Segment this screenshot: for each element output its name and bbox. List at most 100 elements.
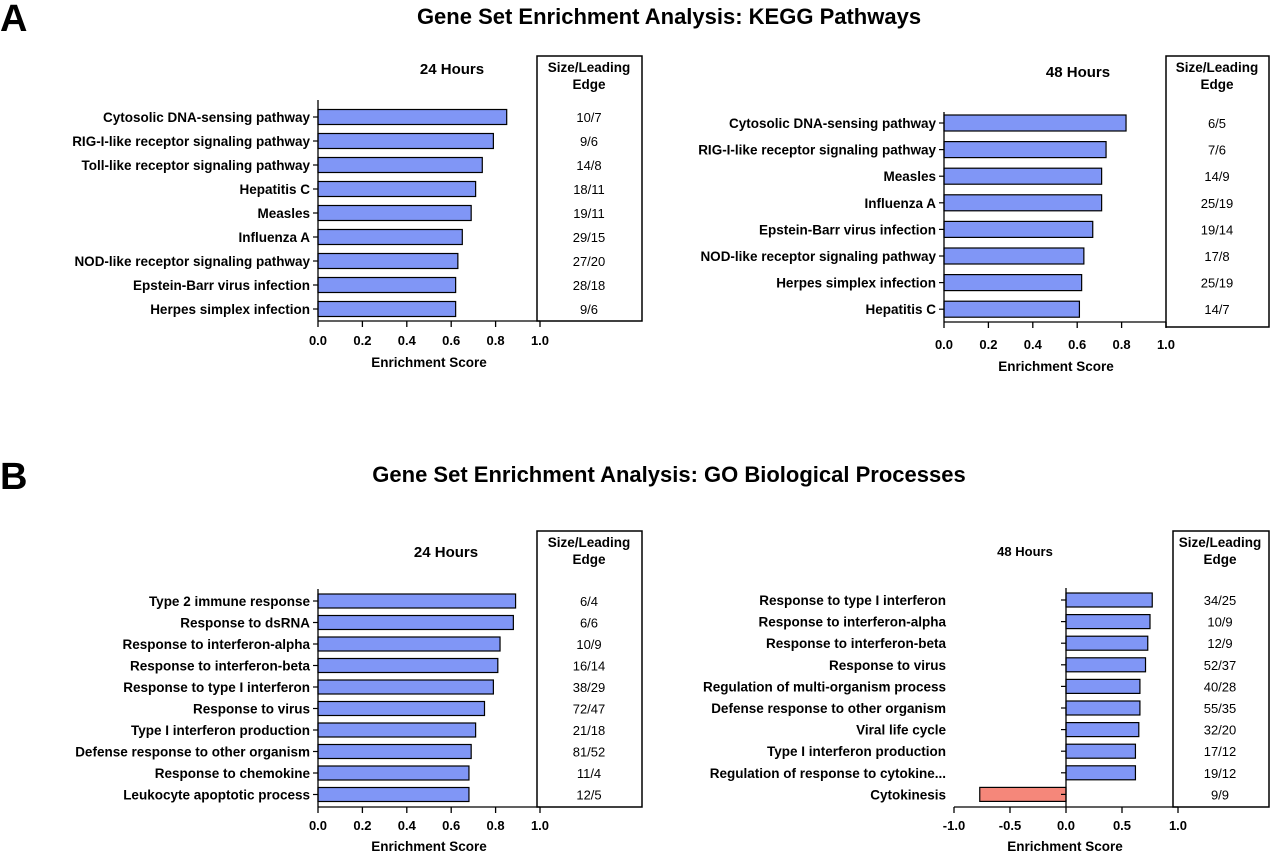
x-tick-label: 0.6 — [442, 818, 460, 833]
leading-edge-value: 21/18 — [573, 723, 606, 738]
category-label: Response to type I interferon — [123, 680, 310, 695]
x-tick-label: 0.0 — [309, 333, 327, 348]
bar — [317, 636, 501, 652]
bar — [317, 743, 472, 760]
leading-edge-value: 6/6 — [580, 616, 598, 631]
bar — [317, 614, 514, 631]
chart-panel-0: A Gene Set Enrichment Analysis: KEGG Path… — [0, 0, 921, 370]
category-label: Influenza A — [864, 196, 936, 211]
category-label: NOD-like receptor signaling pathway — [74, 254, 310, 269]
leading-edge-value: 10/9 — [1207, 615, 1232, 630]
x-tick-label: -0.5 — [999, 818, 1021, 833]
bar — [1065, 635, 1149, 651]
x-tick-label: 0.4 — [1024, 337, 1043, 352]
x-tick-label: 0.8 — [487, 818, 505, 833]
category-label: Type I interferon production — [767, 744, 946, 759]
leading-edge-value: 32/20 — [1204, 723, 1237, 738]
category-label: Type I interferon production — [131, 723, 310, 738]
leading-edge-value: 17/12 — [1204, 744, 1237, 759]
leading-edge-value: 17/8 — [1204, 249, 1229, 264]
chart-subtitle: 48 Hours — [997, 544, 1053, 559]
category-label: Response to interferon-beta — [766, 636, 947, 651]
chart-title: Gene Set Enrichment Analysis: GO Biologi… — [372, 462, 965, 487]
x-axis-label: Enrichment Score — [998, 359, 1114, 374]
bar — [317, 204, 472, 222]
leading-edge-box — [536, 530, 643, 808]
category-label: Measles — [257, 206, 310, 221]
category-label: Response to interferon-alpha — [758, 615, 946, 630]
bar — [317, 786, 470, 803]
leading-edge-value: 9/9 — [1211, 787, 1229, 802]
category-label: Leukocyte apoptotic process — [123, 788, 310, 803]
chart-title: Gene Set Enrichment Analysis: KEGG Pathw… — [417, 4, 921, 29]
category-label: Response to virus — [193, 702, 310, 717]
bar — [317, 180, 477, 198]
category-label: Measles — [883, 169, 936, 184]
leading-edge-value: 7/6 — [1208, 143, 1226, 158]
x-tick-label: 0.8 — [487, 333, 505, 348]
bar — [317, 657, 499, 674]
x-axis-label: Enrichment Score — [371, 839, 487, 852]
x-tick-label: 0.6 — [442, 333, 460, 348]
x-tick-label: 0.4 — [398, 818, 417, 833]
leading-edge-value: 25/19 — [1201, 276, 1234, 291]
bar — [317, 156, 483, 174]
category-label: Response to virus — [829, 658, 946, 673]
bar — [1065, 592, 1153, 608]
leading-edge-value: 11/4 — [577, 766, 601, 781]
x-tick-label: 1.0 — [1169, 818, 1187, 833]
leading-edge-value: 6/4 — [580, 594, 598, 609]
category-label: Regulation of multi-organism process — [703, 679, 946, 694]
bar — [1065, 613, 1151, 630]
leading-edge-value: 18/11 — [573, 182, 605, 197]
category-label: Cytosolic DNA-sensing pathway — [729, 116, 937, 131]
leading-edge-value: 40/28 — [1204, 679, 1237, 694]
bar — [1065, 743, 1137, 759]
panel-letter: A — [0, 0, 27, 40]
x-tick-label: 0.2 — [353, 818, 371, 833]
x-tick-label: 0.4 — [398, 333, 417, 348]
x-tick-label: 0.0 — [1057, 818, 1075, 833]
bar — [943, 247, 1085, 265]
category-label: Cytosolic DNA-sensing pathway — [103, 110, 311, 125]
bar — [317, 593, 517, 609]
leading-edge-value: 38/29 — [573, 680, 606, 695]
category-label: Hepatitis C — [239, 182, 310, 197]
bar — [979, 786, 1067, 803]
leading-edge-value: 34/25 — [1204, 593, 1237, 608]
category-label: Cytokinesis — [870, 787, 946, 802]
leading-edge-value: 29/15 — [573, 230, 606, 245]
leading-edge-value: 6/5 — [1208, 116, 1226, 131]
bar — [317, 252, 459, 270]
category-label: Defense response to other organism — [711, 701, 946, 716]
leading-edge-value: 19/11 — [573, 206, 605, 221]
bar — [317, 300, 457, 318]
leading-edge-value: 14/8 — [576, 158, 601, 173]
bar — [317, 765, 470, 781]
leading-edge-value: 14/9 — [1204, 169, 1229, 184]
leading-edge-header: Size/Leading Edge — [1176, 60, 1259, 92]
bar — [943, 274, 1083, 292]
x-tick-label: 0.2 — [353, 333, 371, 348]
chart-subtitle: 24 Hours — [420, 61, 484, 78]
category-label: Herpes simplex infection — [776, 276, 936, 291]
x-tick-label: 0.2 — [979, 337, 997, 352]
category-label: Epstein-Barr virus infection — [133, 278, 310, 293]
bar — [943, 114, 1127, 132]
leading-edge-value: 16/14 — [573, 659, 606, 674]
x-tick-label: 1.0 — [1157, 337, 1175, 352]
leading-edge-value: 27/20 — [573, 254, 606, 269]
category-label: Regulation of response to cytokine... — [710, 766, 946, 781]
leading-edge-value: 19/12 — [1204, 766, 1237, 781]
x-tick-label: 0.0 — [935, 337, 953, 352]
bar — [943, 220, 1094, 238]
x-axis-label: Enrichment Score — [1007, 839, 1123, 852]
leading-edge-value: 25/19 — [1201, 196, 1234, 211]
x-tick-label: -1.0 — [943, 818, 965, 833]
x-tick-label: 1.0 — [531, 818, 549, 833]
bar — [317, 108, 508, 126]
chart-panel-1: 48 Hours Cytosolic DNA-sensing pathway RIG… — [698, 55, 1270, 374]
leading-edge-value: 72/47 — [573, 702, 606, 717]
panel-letter: B — [0, 456, 27, 498]
